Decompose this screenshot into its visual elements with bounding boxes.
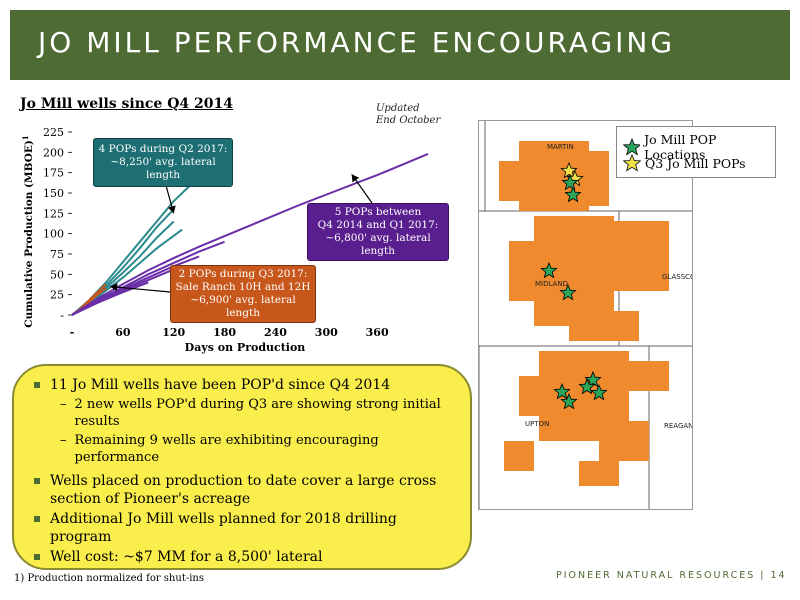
callout-purple-line-2: Q4 2014 and Q1 2017: (317, 219, 439, 231)
bullet-1b-text: Remaining 9 wells are exhibiting encoura… (74, 433, 379, 465)
y-tick-label: 225 (43, 126, 64, 139)
callout-arrow-orange (110, 285, 171, 293)
green-star-icon (623, 138, 641, 156)
legend-jo-mill-pop: Jo Mill POP Locations (623, 132, 775, 162)
bullet-box: 11 Jo Mill wells have been POP'd since Q… (12, 364, 472, 570)
footnote: 1) Production normalized for shut-ins (14, 573, 204, 584)
callout-q2-line-2: ~8,250' avg. lateral length (110, 156, 216, 181)
callout-q4-2014-q1-2017: 5 POPs between Q4 2014 and Q1 2017: ~6,8… (307, 203, 449, 261)
updated-note: Updated End October (376, 103, 440, 127)
callout-orange-line-1: 2 POPs during Q3 2017: (178, 268, 308, 280)
callout-q2-line-1: 4 POPs during Q2 2017: (98, 143, 228, 155)
q3-well-star-icon (560, 161, 578, 179)
dash-bullet-icon: – (60, 397, 67, 412)
callout-q3-2017: 2 POPs during Q3 2017: Sale Ranch 10H an… (170, 265, 316, 323)
x-tick-label: 360 (366, 326, 389, 339)
x-tick-label: 180 (213, 326, 236, 339)
square-bullet-icon (34, 516, 40, 522)
bullet-1a-text: 2 new wells POP'd during Q3 are showing … (74, 397, 441, 429)
county-label-upton: UPTON (525, 420, 549, 428)
updated-line-2: End October (376, 115, 441, 126)
county-labels: MARTIN MIDLAND GLASSCOCK UPTON REAGAN (525, 143, 693, 430)
well-star-icon (540, 261, 558, 279)
county-label-reagan: REAGAN (664, 422, 693, 430)
county-label-midland: MIDLAND (535, 280, 568, 288)
updated-line-1: Updated (376, 103, 420, 114)
title-bar: JO MILL PERFORMANCE ENCOURAGING (10, 10, 790, 80)
well-star-icon (561, 173, 579, 191)
callout-arrowhead-teal (167, 205, 176, 214)
footer: PIONEER NATURAL RESOURCES | 14 (556, 570, 787, 581)
y-tick-label: 75 (50, 248, 64, 261)
y-axis-label-superscript: 1 (21, 135, 30, 140)
bullet-4-text: Well cost: ~$7 MM for a 8,500' lateral (50, 549, 323, 565)
footer-separator: | (760, 570, 771, 581)
y-tick-label: 200 (43, 146, 64, 159)
bullet-1-text: 11 Jo Mill wells have been POP'd since Q… (50, 377, 391, 393)
acreage-map: MARTIN MIDLAND GLASSCOCK UPTON REAGAN (478, 120, 693, 510)
well-star-icon (590, 383, 608, 401)
callout-orange-line-3: ~6,900' avg. lateral length (190, 294, 296, 319)
map-legend: Jo Mill POP Locations Q3 Jo Mill POPs (616, 126, 776, 178)
well-star-icon (560, 392, 578, 410)
y-axis-label: Cumulative Production (MBOE)1 (21, 135, 35, 328)
footer-company: PIONEER NATURAL RESOURCES (556, 570, 756, 581)
x-tick-label: - (70, 326, 75, 339)
square-bullet-icon (34, 382, 40, 388)
y-tick-label: 125 (43, 207, 64, 220)
well-star-icon (578, 377, 596, 395)
bullet-3-text: Additional Jo Mill wells planned for 201… (50, 511, 397, 545)
callout-purple-line-3: ~6,800' avg. lateral length (325, 232, 431, 257)
legend-q3-pop: Q3 Jo Mill POPs (623, 154, 746, 172)
y-tick-label: 25 (50, 289, 64, 302)
callout-arrowhead-orange (110, 283, 118, 292)
x-tick-label: 300 (315, 326, 338, 339)
bullet-2: Wells placed on production to date cover… (34, 472, 452, 508)
series-line-10 (71, 281, 149, 316)
square-bullet-icon (34, 554, 40, 560)
series-line-6 (71, 153, 429, 316)
y-tick-label: 175 (43, 167, 64, 180)
y-tick-label: 150 (43, 187, 64, 200)
callout-purple-line-1: 5 POPs between (334, 206, 422, 218)
callout-orange-line-2: Sale Ranch 10H and 12H (175, 281, 311, 293)
bullet-1b: – Remaining 9 wells are exhibiting encour… (60, 432, 452, 466)
yellow-star-icon (623, 154, 641, 172)
x-axis-label: Days on Production (185, 341, 306, 354)
dash-bullet-icon: – (60, 433, 67, 448)
bullet-4: Well cost: ~$7 MM for a 8,500' lateral (34, 548, 452, 566)
bullet-2-text: Wells placed on production to date cover… (50, 473, 437, 507)
well-star-icon (553, 382, 571, 400)
well-star-icon (564, 185, 582, 203)
legend-label-jo-mill: Jo Mill POP Locations (644, 132, 717, 162)
callout-arrowhead-purple (351, 174, 360, 183)
slide-title: JO MILL PERFORMANCE ENCOURAGING (38, 26, 676, 59)
chart-title: Jo Mill wells since Q4 2014 (20, 96, 233, 112)
callout-q2-2017: 4 POPs during Q2 2017: ~8,250' avg. late… (93, 138, 233, 187)
y-tick-label: 50 (50, 268, 64, 281)
well-star-icon (584, 370, 602, 388)
bullet-3: Additional Jo Mill wells planned for 201… (34, 510, 452, 546)
legend-label-q3: Q3 Jo Mill POPs (645, 155, 746, 171)
bullet-1a: –2 new wells POP'd during Q3 are showing… (60, 396, 452, 430)
county-label-glasscock: GLASSCOCK (662, 273, 693, 281)
well-stars (540, 161, 608, 410)
footer-page: 14 (770, 570, 787, 581)
x-tick-label: 60 (115, 326, 131, 339)
x-tick-label: 240 (264, 326, 287, 339)
y-tick-label: 100 (43, 228, 64, 241)
square-bullet-icon (34, 478, 40, 484)
county-label-martin: MARTIN (547, 143, 574, 151)
x-tick-label: 120 (162, 326, 185, 339)
acreage-blocks (499, 141, 669, 486)
acreage-map-svg: MARTIN MIDLAND GLASSCOCK UPTON REAGAN (479, 121, 693, 509)
well-star-icon (559, 283, 577, 301)
y-tick-label: - (60, 309, 64, 322)
bullet-1: 11 Jo Mill wells have been POP'd since Q… (34, 376, 452, 394)
